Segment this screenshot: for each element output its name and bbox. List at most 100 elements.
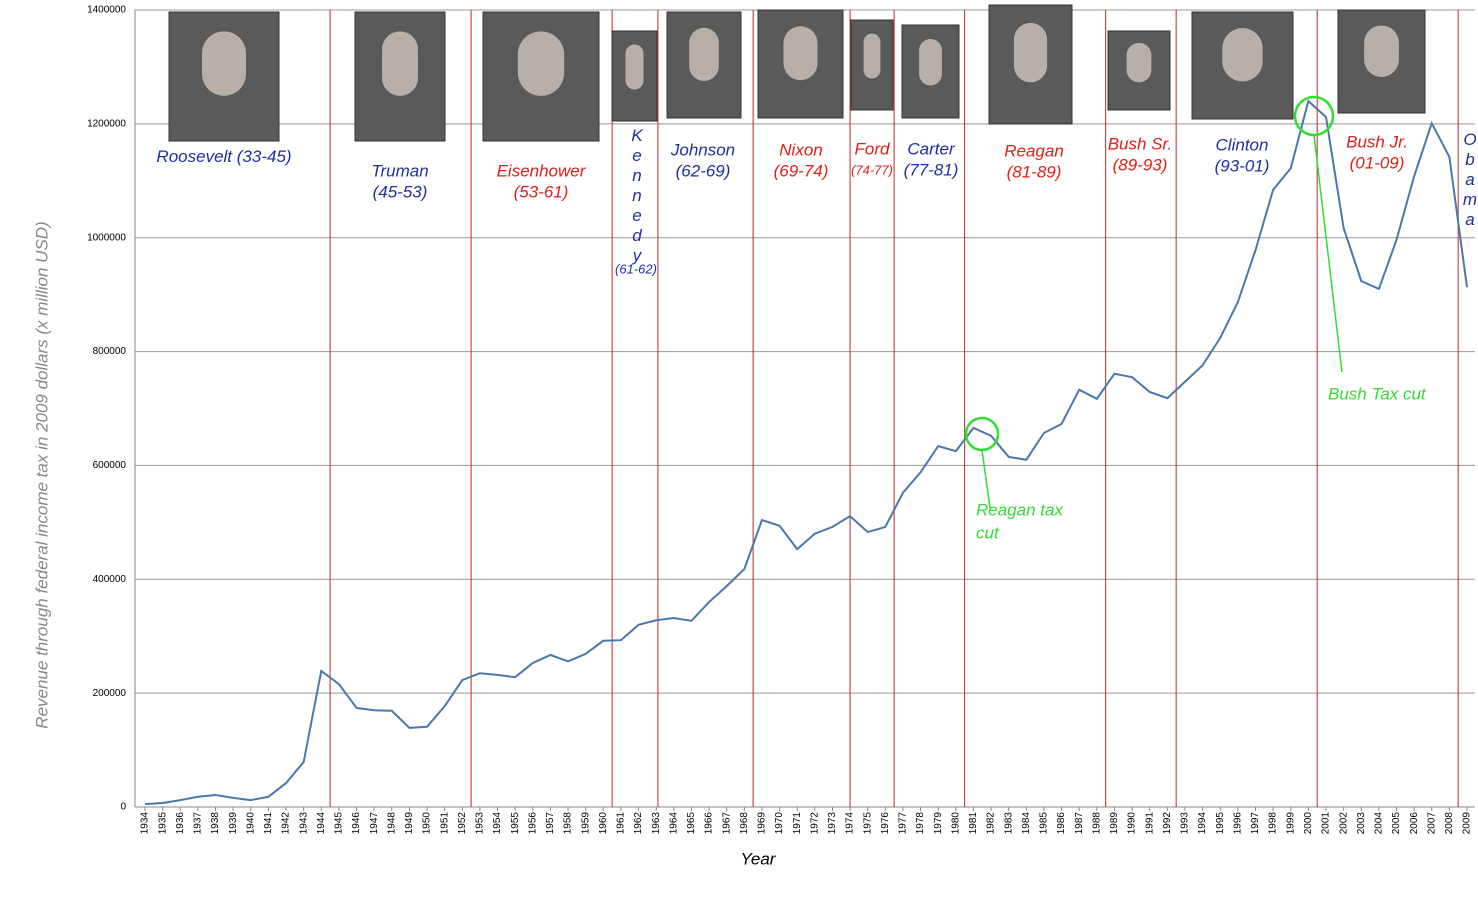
photo-face bbox=[1364, 25, 1399, 77]
x-tick-label: 1937 bbox=[193, 812, 204, 835]
x-tick-label: 1972 bbox=[809, 812, 820, 835]
era-years: (74-77) bbox=[851, 162, 893, 177]
y-tick-label: 600000 bbox=[93, 460, 127, 471]
x-tick-label: 1960 bbox=[598, 812, 609, 835]
x-tick-label: 1949 bbox=[404, 812, 415, 835]
photo-face bbox=[689, 27, 719, 81]
photo-face bbox=[863, 33, 881, 79]
x-tick-label: 1963 bbox=[651, 812, 662, 835]
x-tick-label: 1948 bbox=[386, 812, 397, 835]
era-years: (69-74) bbox=[774, 161, 829, 180]
annotation-circle bbox=[964, 416, 1000, 452]
x-tick-label: 1934 bbox=[140, 812, 151, 835]
x-tick-label: 2005 bbox=[1391, 812, 1402, 835]
x-tick-label: 1989 bbox=[1109, 812, 1120, 835]
x-tick-label: 1957 bbox=[545, 812, 556, 835]
era-name: Truman bbox=[371, 161, 428, 180]
x-tick-label: 1947 bbox=[369, 812, 380, 835]
x-tick-label: 1956 bbox=[527, 812, 538, 835]
x-tick-label: 1954 bbox=[492, 812, 503, 835]
annotation-text: Reagan tax bbox=[976, 500, 1063, 519]
x-tick-label: 1998 bbox=[1268, 812, 1279, 835]
x-tick-label: 1983 bbox=[1003, 812, 1014, 835]
era-years: (01-09) bbox=[1350, 153, 1405, 172]
x-tick-label: 1985 bbox=[1039, 812, 1050, 835]
x-tick-label: 1964 bbox=[668, 812, 679, 835]
era-name: Clinton bbox=[1216, 135, 1269, 154]
x-tick-label: 1935 bbox=[157, 812, 168, 835]
x-tick-label: 1943 bbox=[298, 812, 309, 835]
era-name: Reagan bbox=[1004, 141, 1064, 160]
era-name: Johnson bbox=[670, 140, 735, 159]
x-tick-label: 1987 bbox=[1074, 812, 1085, 835]
x-tick-label: 1969 bbox=[757, 812, 768, 835]
x-tick-label: 1944 bbox=[316, 812, 327, 835]
x-tick-label: 1995 bbox=[1215, 812, 1226, 835]
x-tick-label: 1978 bbox=[915, 812, 926, 835]
data-line bbox=[144, 99, 1468, 806]
era-years: (77-81) bbox=[904, 160, 959, 179]
x-tick-label: 1980 bbox=[950, 812, 961, 835]
annotation-circle bbox=[1293, 95, 1335, 137]
x-tick-label: 1950 bbox=[422, 812, 433, 835]
era-name: Obama bbox=[1461, 130, 1478, 230]
y-tick-label: 1200000 bbox=[87, 118, 126, 129]
x-tick-label: 2008 bbox=[1444, 812, 1455, 835]
x-tick-label: 1967 bbox=[721, 812, 732, 835]
era-years: (33-45) bbox=[237, 147, 292, 166]
era-name: Ford bbox=[855, 139, 891, 158]
photo-face bbox=[517, 31, 565, 96]
photo-face bbox=[202, 31, 246, 96]
y-tick-label: 0 bbox=[120, 802, 126, 813]
photo-face bbox=[1126, 42, 1152, 83]
era-years: (53-61) bbox=[514, 182, 569, 201]
x-tick-label: 1994 bbox=[1197, 812, 1208, 835]
x-tick-label: 2009 bbox=[1462, 812, 1473, 835]
x-tick-label: 2001 bbox=[1321, 812, 1332, 835]
x-tick-label: 1997 bbox=[1250, 812, 1261, 835]
x-tick-label: 1942 bbox=[281, 812, 292, 835]
x-tick-label: 2002 bbox=[1338, 812, 1349, 835]
x-tick-label: 1979 bbox=[933, 812, 944, 835]
photo-face bbox=[1013, 22, 1048, 83]
x-tick-label: 1975 bbox=[862, 812, 873, 835]
x-tick-label: 1938 bbox=[210, 812, 221, 835]
annotation-pointer bbox=[1313, 134, 1343, 373]
x-tick-label: 1988 bbox=[1091, 812, 1102, 835]
x-tick-label: 1973 bbox=[827, 812, 838, 835]
y-tick-label: 1400000 bbox=[87, 5, 126, 16]
x-tick-label: 1961 bbox=[616, 812, 627, 835]
annotation-pointer bbox=[981, 449, 991, 509]
x-tick-label: 1940 bbox=[245, 812, 256, 835]
era-name: Carter bbox=[907, 139, 956, 158]
x-tick-label: 2003 bbox=[1356, 812, 1367, 835]
annotation-text: cut bbox=[976, 523, 1000, 542]
x-tick-label: 1966 bbox=[704, 812, 715, 835]
x-tick-label: 1971 bbox=[792, 812, 803, 835]
x-tick-label: 2006 bbox=[1409, 812, 1420, 835]
y-tick-label: 400000 bbox=[93, 574, 127, 585]
x-tick-label: 1952 bbox=[457, 812, 468, 835]
x-tick-label: 2004 bbox=[1374, 812, 1385, 835]
x-tick-label: 2000 bbox=[1303, 812, 1314, 835]
x-tick-label: 1982 bbox=[986, 812, 997, 835]
x-tick-label: 1999 bbox=[1285, 812, 1296, 835]
photo-face bbox=[783, 26, 818, 81]
era-name: Roosevelt bbox=[156, 147, 233, 166]
x-tick-label: 1986 bbox=[1056, 812, 1067, 835]
era-years: (61-62) bbox=[615, 261, 657, 276]
x-tick-label: 1970 bbox=[774, 812, 785, 835]
era-name: Nixon bbox=[779, 140, 822, 159]
x-tick-label: 1974 bbox=[845, 812, 856, 835]
x-tick-label: 1953 bbox=[475, 812, 486, 835]
era-years: (93-01) bbox=[1215, 156, 1270, 175]
era-years: (62-69) bbox=[676, 161, 731, 180]
photo-face bbox=[919, 38, 942, 86]
x-axis-title: Year bbox=[741, 849, 777, 868]
x-tick-label: 1996 bbox=[1232, 812, 1243, 835]
y-tick-label: 800000 bbox=[93, 346, 127, 357]
x-tick-label: 1939 bbox=[228, 812, 239, 835]
x-tick-label: 1962 bbox=[633, 812, 644, 835]
x-tick-label: 1990 bbox=[1127, 812, 1138, 835]
